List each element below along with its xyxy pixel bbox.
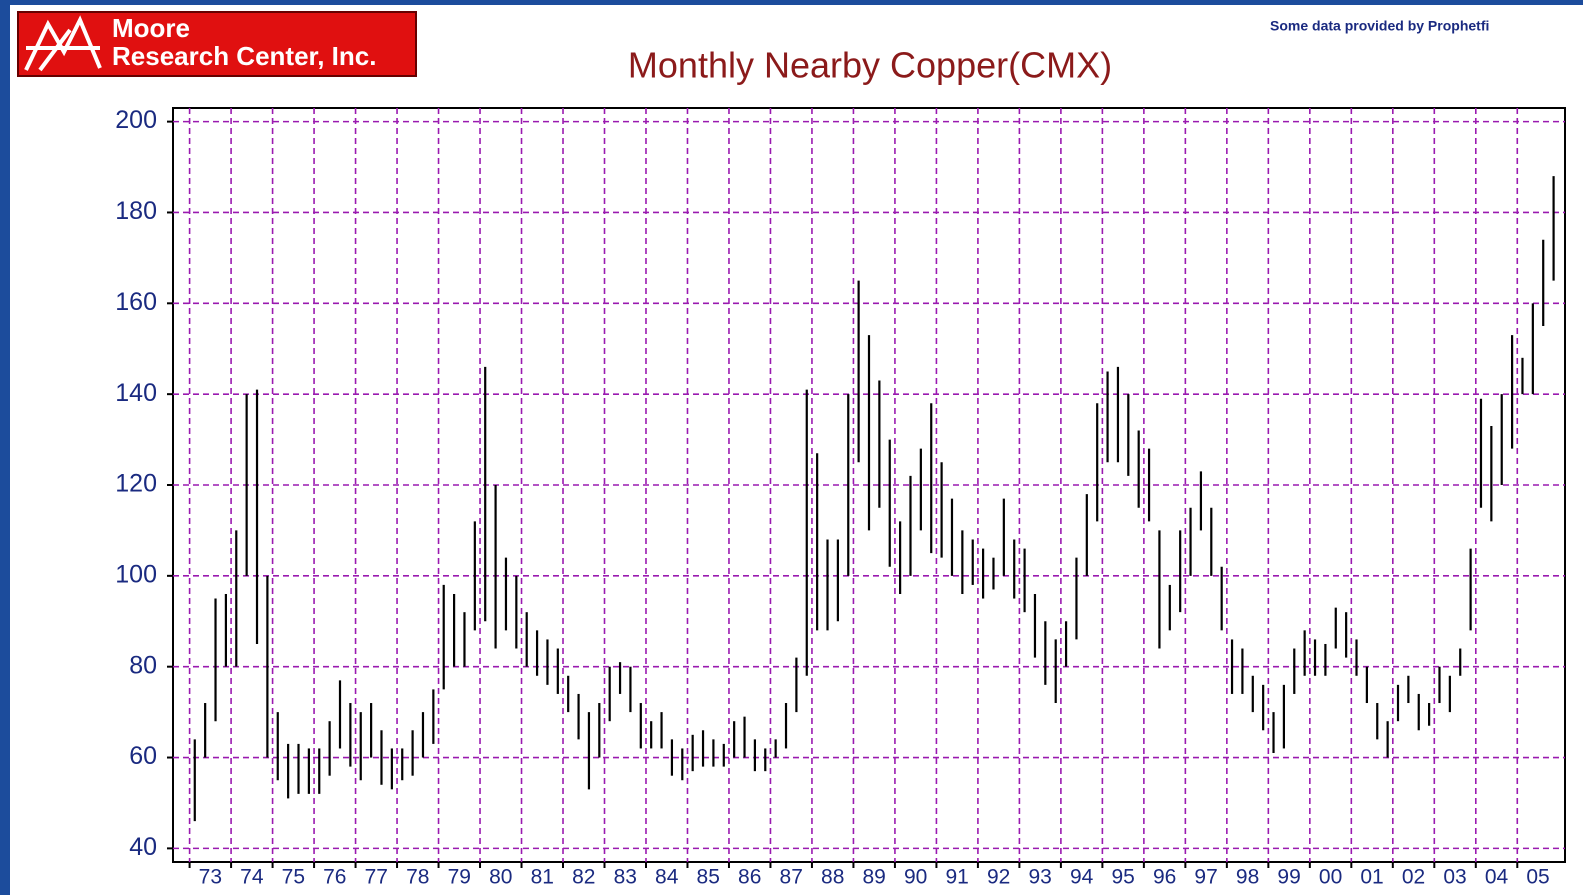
y-tick-label: 80 (129, 651, 157, 679)
x-tick-label: 73 (199, 866, 222, 889)
y-tick-label: 200 (115, 106, 157, 134)
x-tick-label: 97 (1194, 866, 1217, 889)
logo: Moore Research Center, Inc. (17, 11, 417, 77)
x-tick-label: 82 (572, 866, 595, 889)
y-tick-label: 160 (115, 288, 157, 316)
x-tick-label: 01 (1360, 866, 1383, 889)
logo-line2: Research Center, Inc. (112, 41, 376, 71)
x-tick-label: 79 (448, 866, 471, 889)
x-tick-label: 98 (1236, 866, 1259, 889)
x-tick-label: 81 (531, 866, 554, 889)
x-tick-label: 99 (1277, 866, 1300, 889)
x-tick-label: 04 (1485, 866, 1509, 889)
x-tick-label: 05 (1526, 866, 1549, 889)
x-tick-label: 95 (1111, 866, 1134, 889)
x-tick-label: 92 (987, 866, 1010, 889)
logo-line1: Moore (112, 13, 190, 43)
x-tick-label: 83 (614, 866, 637, 889)
x-tick-label: 86 (738, 866, 761, 889)
x-tick-label: 89 (863, 866, 886, 889)
x-tick-label: 85 (697, 866, 720, 889)
logo-icon (24, 15, 102, 72)
y-tick-label: 140 (115, 379, 157, 407)
x-tick-label: 00 (1319, 866, 1342, 889)
x-tick-label: 94 (1070, 866, 1094, 889)
x-tick-label: 77 (365, 866, 388, 889)
plot: 40 60 80 100 120 140 160 180 200 73 74 75 76 77 78 79 80… (115, 106, 1565, 889)
x-tick-label: 96 (1153, 866, 1176, 889)
y-tick-label: 60 (129, 742, 157, 770)
y-tick-label: 120 (115, 470, 157, 498)
x-tick-label: 76 (323, 866, 346, 889)
x-tick-label: 88 (821, 866, 844, 889)
x-tick-label: 87 (780, 866, 803, 889)
x-tick-label: 93 (1028, 866, 1051, 889)
x-tick-label: 80 (489, 866, 512, 889)
y-tick-label: 180 (115, 197, 157, 225)
y-tick-label: 40 (129, 833, 157, 861)
logo-box (17, 11, 417, 77)
x-tick-label: 75 (282, 866, 305, 889)
y-tick-label: 100 (115, 560, 157, 588)
x-tick-label: 90 (904, 866, 927, 889)
x-tick-label: 84 (655, 866, 679, 889)
x-tick-label: 78 (406, 866, 429, 889)
x-tick-label: 03 (1443, 866, 1466, 889)
credit: Some data provided by Prophetfi (1270, 18, 1489, 34)
x-tick-label: 02 (1402, 866, 1425, 889)
chart-title: Monthly Nearby Copper(CMX) (628, 45, 1112, 86)
x-tick-label: 74 (240, 866, 264, 889)
x-tick-label: 91 (945, 866, 968, 889)
